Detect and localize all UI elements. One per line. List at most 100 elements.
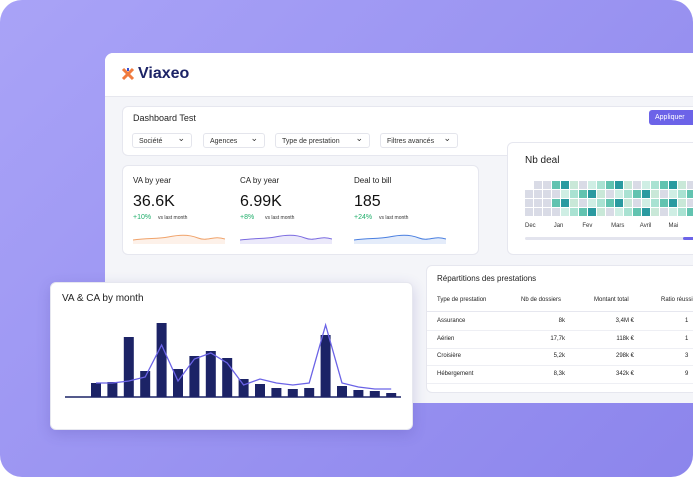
heat-cell bbox=[678, 208, 686, 216]
logo: Viaxeo bbox=[138, 65, 190, 82]
heat-cell bbox=[570, 208, 578, 216]
dropdown[interactable]: Filtres avancés bbox=[380, 131, 458, 148]
bar bbox=[91, 383, 101, 397]
dropdown[interactable]: Société bbox=[132, 131, 192, 148]
heat-cell bbox=[579, 190, 587, 198]
bar bbox=[156, 323, 167, 397]
heat-cell bbox=[651, 199, 659, 207]
apply-button[interactable]: Appliquer bbox=[649, 110, 693, 125]
heat-cell bbox=[552, 181, 560, 189]
sparkline-area bbox=[240, 235, 332, 244]
table-header: Ratio réussi bbox=[661, 297, 693, 303]
heat-cell bbox=[552, 199, 560, 207]
heat-cell bbox=[678, 181, 686, 189]
heat-cell bbox=[561, 199, 569, 207]
heat-cell bbox=[579, 199, 587, 207]
month-label: Jan bbox=[553, 223, 564, 229]
logo-icon bbox=[121, 67, 135, 81]
heat-cell bbox=[606, 190, 614, 198]
sparkline-area bbox=[133, 235, 225, 244]
heat-cell bbox=[669, 199, 677, 207]
bar bbox=[304, 388, 315, 397]
heat-cell bbox=[534, 199, 542, 207]
dropdown[interactable]: Type de prestation bbox=[275, 131, 370, 148]
kpi-note: vs last month bbox=[379, 215, 409, 221]
line bbox=[96, 322, 392, 390]
heat-cell bbox=[606, 199, 614, 207]
heat-cell bbox=[561, 208, 569, 216]
heat-cell bbox=[633, 208, 641, 216]
table-cell: 5,2k bbox=[553, 353, 565, 360]
scroll-thumb[interactable] bbox=[683, 237, 693, 240]
kpi-value: 185 bbox=[354, 193, 381, 210]
heat-cell bbox=[615, 181, 623, 189]
heat-cell bbox=[525, 199, 533, 207]
table-cell: 3,4M € bbox=[615, 318, 634, 324]
kpi-value: 6.99K bbox=[240, 193, 282, 210]
table-cell: 118k € bbox=[616, 335, 634, 342]
heat-cell bbox=[678, 199, 686, 207]
heat-cell bbox=[687, 199, 693, 207]
heat-cell bbox=[687, 208, 693, 216]
heat-cell bbox=[606, 208, 614, 216]
bar bbox=[369, 391, 380, 397]
bar bbox=[255, 384, 265, 397]
table-rule bbox=[427, 383, 693, 385]
month-label: Avril bbox=[639, 223, 652, 229]
sparkline bbox=[240, 234, 332, 244]
table-header: Nb de dossiers bbox=[521, 297, 562, 303]
heat-cell bbox=[525, 190, 533, 198]
table-rule bbox=[427, 330, 693, 331]
bar bbox=[189, 356, 200, 397]
heat-cell bbox=[543, 199, 551, 207]
heat-cell bbox=[687, 181, 693, 189]
nb-deal-card: Nb deal Dec Jan Fev Mars Avril Mai bbox=[507, 142, 693, 255]
table-cell: Croisière bbox=[437, 353, 462, 360]
heat-cell bbox=[669, 208, 677, 216]
heat-cell bbox=[588, 181, 596, 189]
month-label: Mai bbox=[668, 223, 679, 229]
heat-cell bbox=[651, 181, 659, 189]
heat-cell bbox=[615, 199, 623, 207]
table-title: Répartitions des prestations bbox=[437, 274, 537, 283]
table-cell: Hébergement bbox=[437, 371, 474, 378]
table-cell: Aérien bbox=[437, 335, 455, 342]
bar-chart bbox=[65, 322, 401, 398]
table-cell: 8k bbox=[558, 318, 565, 324]
sparkline-line bbox=[240, 234, 332, 241]
heat-cell bbox=[588, 190, 596, 198]
heat-cell bbox=[552, 208, 560, 216]
heat-cell bbox=[633, 199, 641, 207]
sparkline-line bbox=[354, 234, 446, 241]
table-cell: 8,3k bbox=[553, 371, 565, 378]
heat-cell bbox=[687, 190, 693, 198]
chart-card: VA & CA by month bbox=[50, 282, 413, 430]
dashboard-title: Dashboard Test bbox=[133, 113, 196, 123]
heat-cell bbox=[597, 199, 605, 207]
heat-cell bbox=[561, 181, 569, 189]
dropdown[interactable]: Agences bbox=[203, 131, 265, 148]
heat-cell bbox=[534, 208, 542, 216]
heat-cell bbox=[651, 190, 659, 198]
heat-cell bbox=[570, 181, 578, 189]
heat-cell bbox=[642, 199, 650, 207]
bar bbox=[238, 379, 249, 397]
scrollbar[interactable] bbox=[525, 237, 693, 240]
sparkline bbox=[133, 234, 225, 244]
table-cell: 9 bbox=[685, 371, 689, 378]
heat-cell bbox=[678, 190, 686, 198]
heat-cell bbox=[588, 208, 596, 216]
heat-cell bbox=[534, 190, 542, 198]
heat-cell bbox=[669, 190, 677, 198]
heat-cell bbox=[624, 199, 632, 207]
bar bbox=[320, 335, 331, 397]
heat-cell bbox=[570, 199, 578, 207]
heat-cell bbox=[606, 181, 614, 189]
heat-cell bbox=[543, 208, 551, 216]
heat-cell bbox=[570, 190, 578, 198]
sparkline bbox=[354, 234, 446, 244]
heat-cell bbox=[642, 181, 650, 189]
table-cell: 17,7k bbox=[550, 335, 565, 342]
month-label: Mars bbox=[611, 223, 625, 229]
